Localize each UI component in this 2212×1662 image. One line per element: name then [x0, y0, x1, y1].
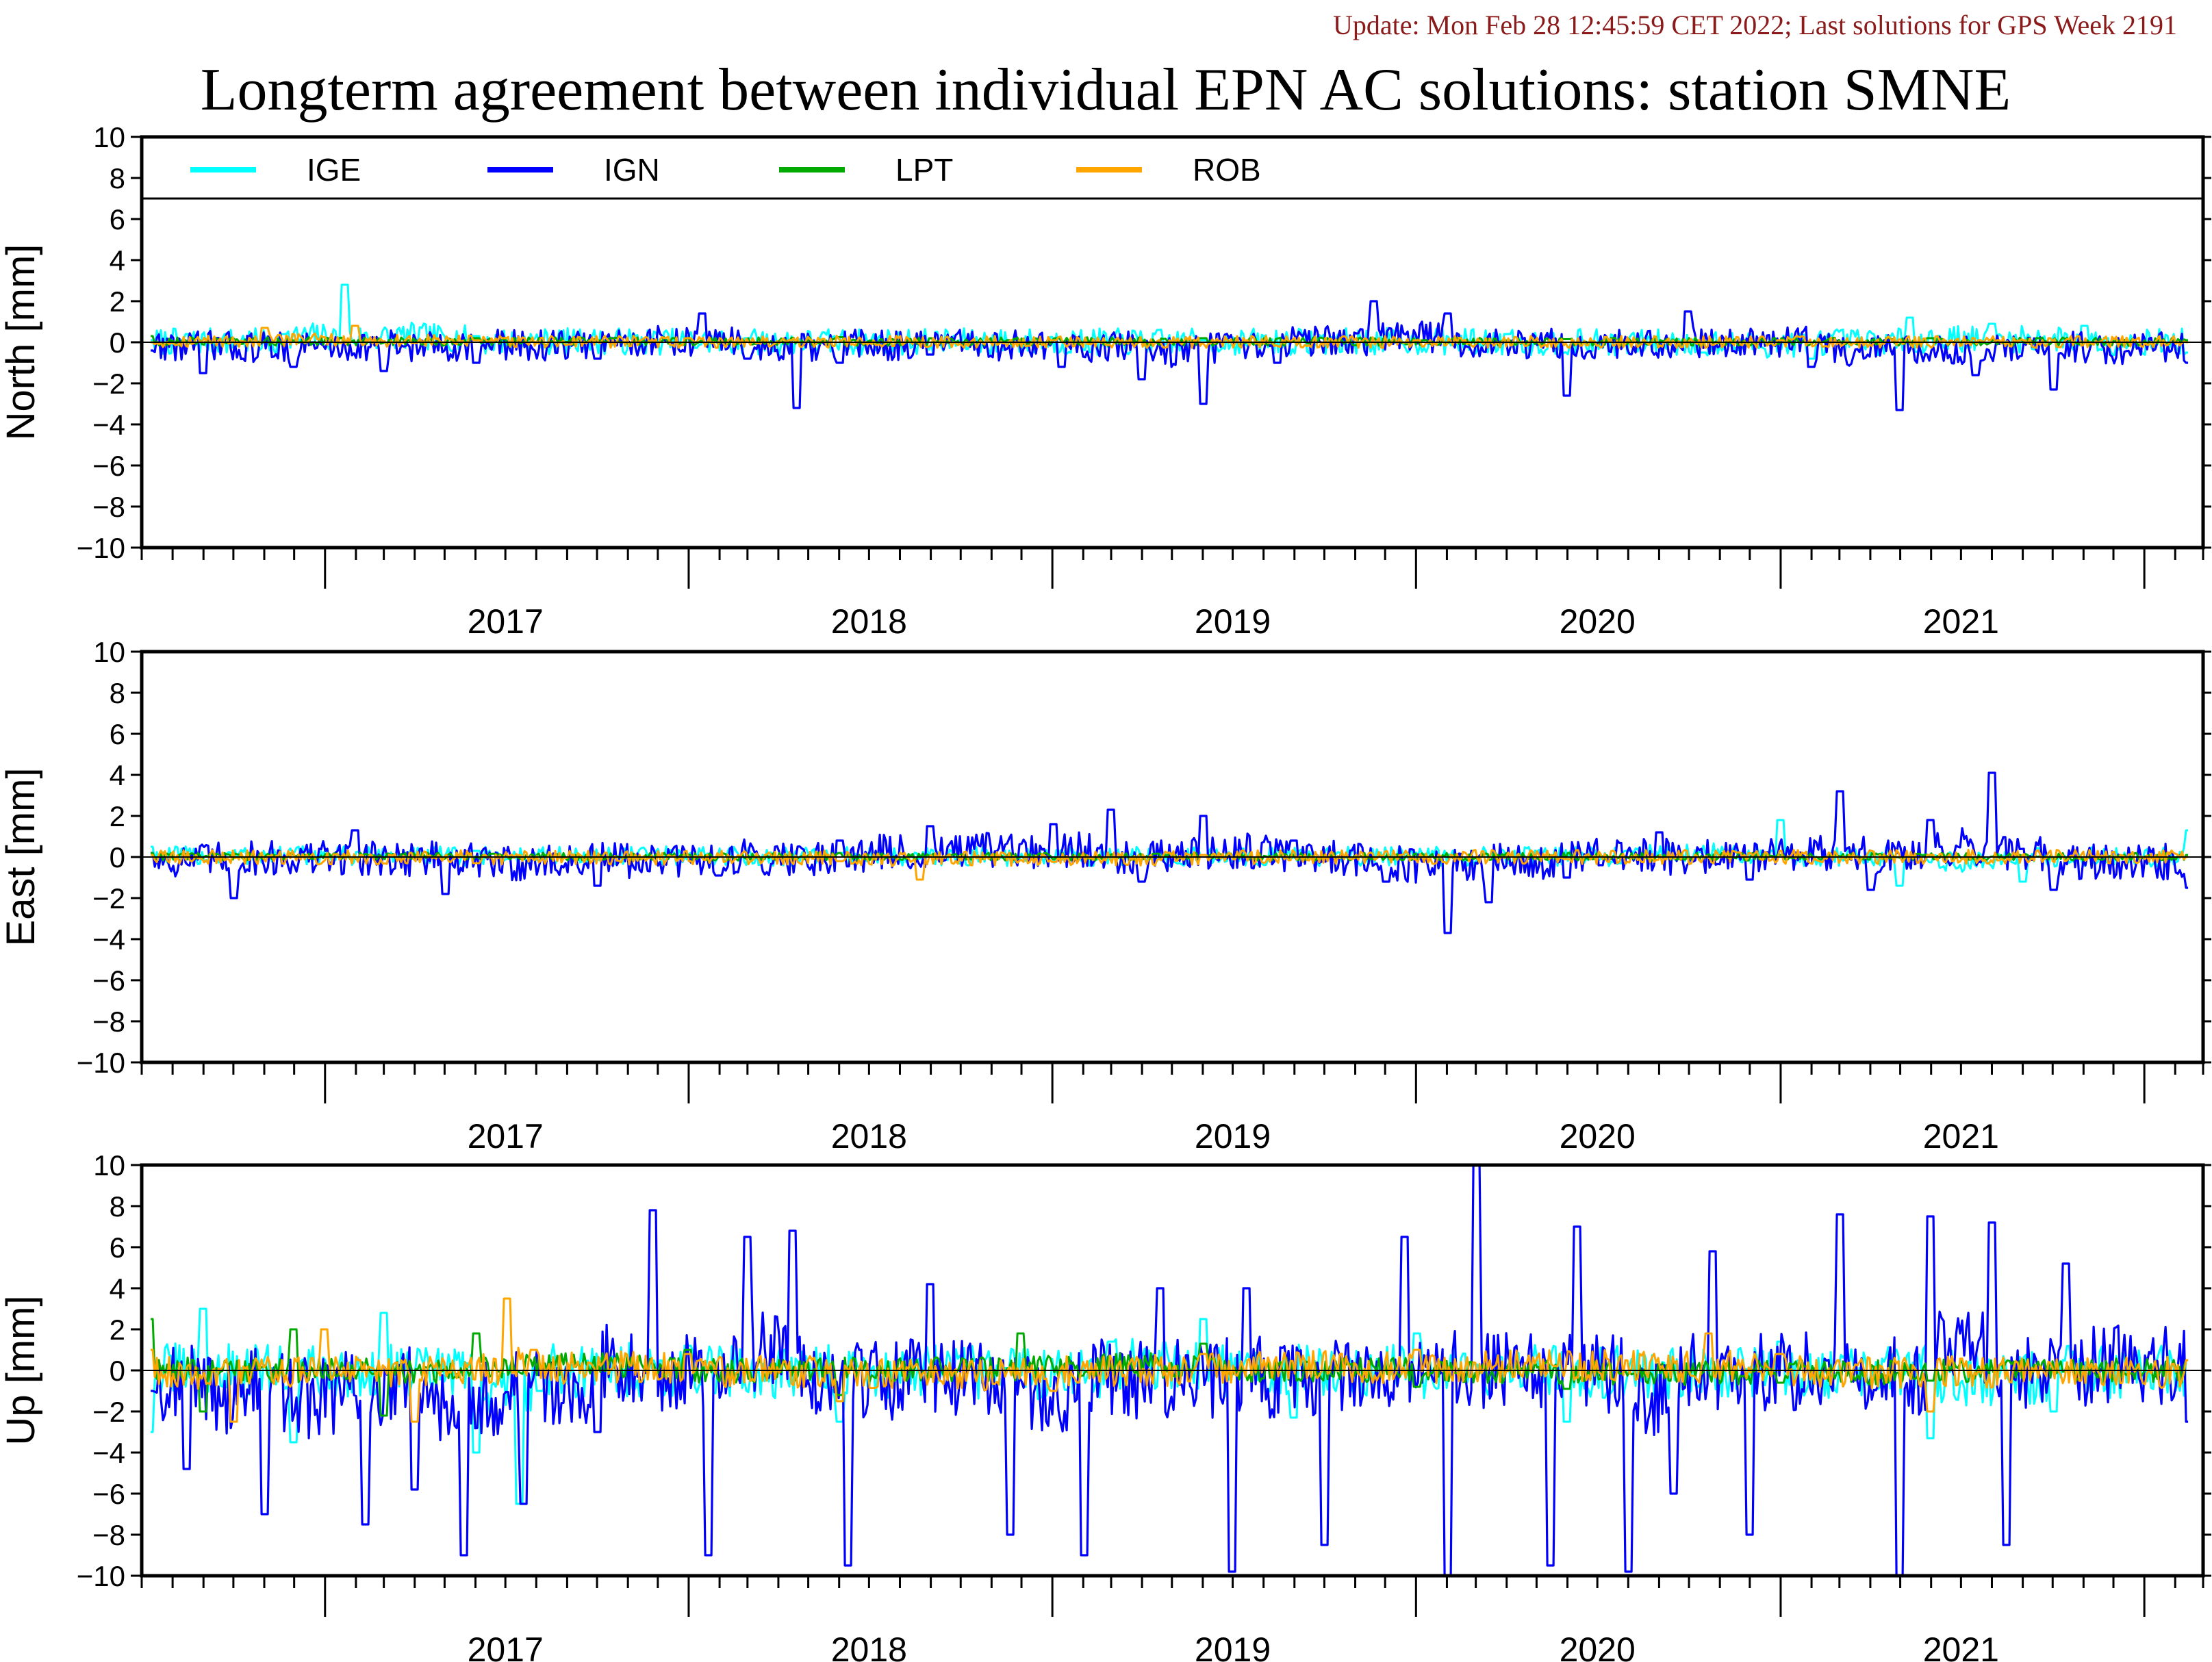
y-tick-label: −10 [77, 1560, 125, 1592]
y-axis-label: North [mm] [0, 244, 43, 441]
update-note: Update: Mon Feb 28 12:45:59 CET 2022; La… [1333, 10, 2177, 40]
y-tick-label: 0 [110, 1355, 125, 1387]
y-tick-label: −8 [92, 1006, 125, 1038]
x-year-label: 2019 [1195, 1117, 1271, 1155]
y-tick-label: 8 [110, 162, 125, 194]
legend: IGE IGN LPT ROB [190, 152, 1261, 188]
panel-east: 10 8 6 4 2 0 −2 −4 −6 −8 −10 East [mm] 2017 2018 2019 2… [0, 636, 2211, 1155]
legend-label-ige: IGE [307, 152, 361, 188]
x-year-label: 2020 [1560, 1117, 1636, 1155]
x-year-label: 2019 [1195, 602, 1271, 641]
y-tick-label: −10 [77, 532, 125, 564]
legend-label-lpt: LPT [895, 152, 953, 188]
chart-title: Longterm agreement between individual EP… [201, 57, 2011, 123]
legend-label-ign: IGN [604, 152, 660, 188]
y-tick-label: 0 [110, 841, 125, 873]
y-tick-label: 2 [110, 1314, 125, 1346]
y-tick-label: 2 [110, 285, 125, 318]
y-axis-label: East [mm] [0, 767, 43, 946]
panel-north: 10 8 6 4 2 0 −2 −4 −6 −8 −10 North [mm] 2017 2018 2019… [0, 121, 2211, 641]
y-tick-label: 6 [110, 1231, 125, 1264]
y-tick-label: 10 [93, 121, 125, 153]
y-tick-label: −2 [92, 1396, 125, 1428]
y-tick-label: 0 [110, 327, 125, 359]
y-tick-label: 4 [110, 244, 125, 277]
legend-box [142, 137, 2203, 199]
y-tick-label: −2 [92, 882, 125, 915]
y-tick-label: 10 [93, 636, 125, 668]
y-tick-label: 6 [110, 718, 125, 750]
x-year-label: 2017 [468, 1117, 544, 1155]
x-year-label: 2020 [1560, 1631, 1636, 1662]
y-tick-label: −6 [92, 450, 125, 482]
y-tick-label: −2 [92, 368, 125, 400]
y-tick-label: 8 [110, 1190, 125, 1223]
panel-up: 10 8 6 4 2 0 −2 −4 −6 −8 −10 Up [mm] 2017 2018 2019 202… [0, 1149, 2211, 1662]
y-tick-label: −4 [92, 923, 125, 956]
x-year-label: 2018 [831, 1631, 907, 1662]
series-group [151, 1164, 2189, 1577]
x-year-label: 2020 [1560, 602, 1636, 641]
series-rob [151, 1297, 2189, 1423]
x-year-label: 2019 [1195, 1631, 1271, 1662]
x-year-label: 2021 [1923, 602, 1999, 641]
y-tick-label: 8 [110, 677, 125, 709]
series-ign [151, 300, 2189, 411]
y-tick-label: −6 [92, 1478, 125, 1510]
x-year-label: 2017 [468, 602, 544, 641]
x-year-label: 2018 [831, 1117, 907, 1155]
y-tick-label: 4 [110, 1273, 125, 1305]
y-tick-label: −10 [77, 1047, 125, 1079]
y-tick-label: −8 [92, 1519, 125, 1551]
x-year-label: 2021 [1923, 1631, 1999, 1662]
y-tick-label: −8 [92, 491, 125, 523]
y-tick-label: −4 [92, 409, 125, 441]
y-tick-label: 2 [110, 800, 125, 832]
legend-label-rob: ROB [1193, 152, 1261, 188]
x-year-label: 2017 [468, 1631, 544, 1662]
y-tick-label: 10 [93, 1149, 125, 1181]
series-ign [151, 1164, 2189, 1577]
y-axis-label: Up [mm] [0, 1295, 43, 1445]
y-tick-label: −4 [92, 1437, 125, 1469]
y-tick-label: 4 [110, 759, 125, 791]
x-year-label: 2021 [1923, 1117, 1999, 1155]
x-year-label: 2018 [831, 602, 907, 641]
y-tick-label: 6 [110, 203, 125, 235]
y-tick-label: −6 [92, 964, 125, 997]
